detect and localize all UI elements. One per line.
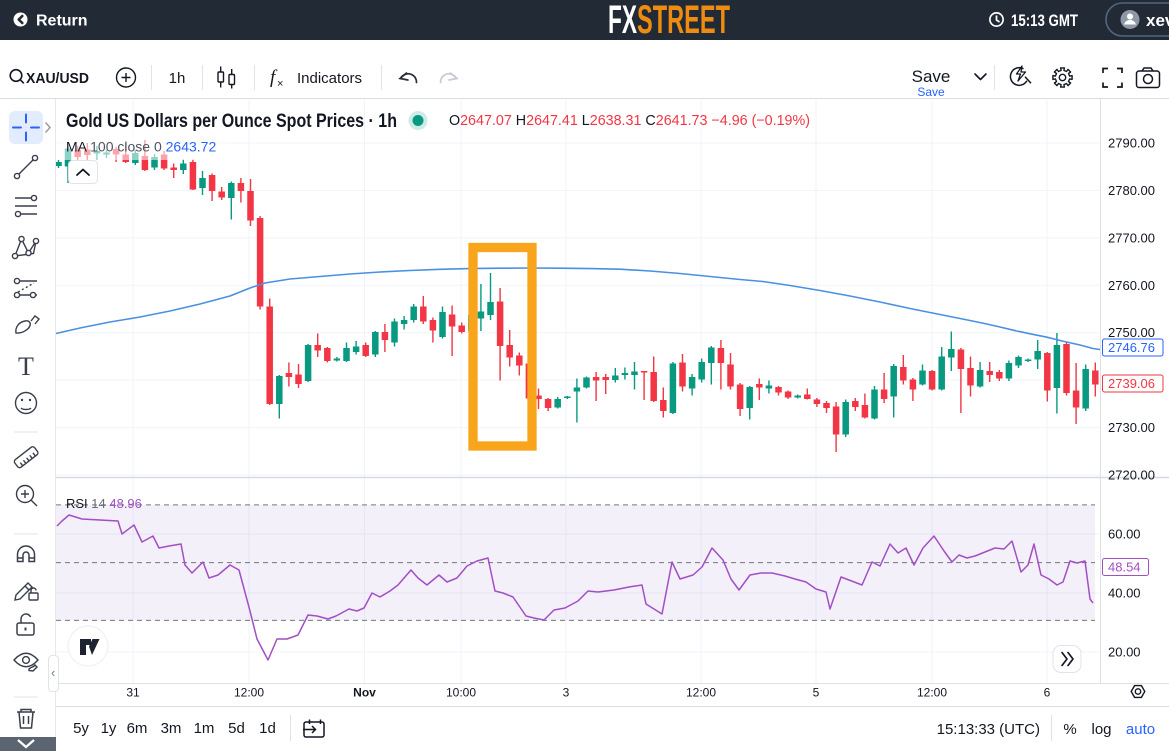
svg-text:48.54: 48.54: [1108, 560, 1141, 575]
svg-text:×: ×: [277, 78, 283, 90]
svg-text:5y: 5y: [73, 720, 89, 737]
svg-text:6m: 6m: [127, 720, 148, 737]
svg-text:1y: 1y: [101, 720, 117, 737]
svg-text:2760.00: 2760.00: [1108, 278, 1155, 293]
svg-text:2739.06: 2739.06: [1108, 376, 1155, 391]
svg-text:Indicators: Indicators: [297, 70, 362, 87]
svg-text:1h: 1h: [169, 70, 186, 87]
svg-text:3m: 3m: [161, 720, 182, 737]
svg-text:60.00: 60.00: [1108, 527, 1141, 542]
svg-text:RSI 14 48.96: RSI 14 48.96: [66, 496, 142, 511]
svg-text:XAU/USD: XAU/USD: [26, 70, 89, 87]
svg-text:2780.00: 2780.00: [1108, 183, 1155, 198]
svg-text:6: 6: [1044, 686, 1051, 700]
svg-text:Save: Save: [912, 67, 951, 86]
svg-text:12:00: 12:00: [686, 686, 716, 700]
svg-text:MA 100 close 0 2643.72: MA 100 close 0 2643.72: [66, 139, 216, 155]
svg-text:3: 3: [563, 686, 570, 700]
svg-text:2730.00: 2730.00: [1108, 420, 1155, 435]
svg-text:10:00: 10:00: [446, 686, 476, 700]
svg-text:Nov: Nov: [353, 686, 376, 700]
svg-text:2750.00: 2750.00: [1108, 325, 1155, 340]
svg-text:1m: 1m: [194, 720, 215, 737]
svg-text:Save: Save: [917, 85, 945, 99]
svg-text:15:13:33 (UTC): 15:13:33 (UTC): [937, 721, 1040, 738]
svg-text:12:00: 12:00: [917, 686, 947, 700]
svg-text:2790.00: 2790.00: [1108, 136, 1155, 151]
svg-text:xev: xev: [1146, 11, 1169, 30]
svg-text:2720.00: 2720.00: [1108, 468, 1155, 483]
svg-text:40.00: 40.00: [1108, 586, 1141, 601]
svg-text:2770.00: 2770.00: [1108, 230, 1155, 245]
svg-text:31: 31: [126, 686, 140, 700]
svg-text:FX: FX: [608, 0, 637, 40]
svg-text:1d: 1d: [259, 720, 276, 737]
svg-text:f: f: [270, 67, 278, 88]
svg-text:2746.76: 2746.76: [1108, 340, 1155, 355]
svg-text:12:00: 12:00: [234, 686, 264, 700]
svg-text:T: T: [18, 352, 34, 381]
svg-text:auto: auto: [1126, 721, 1155, 738]
svg-text:Return: Return: [36, 13, 88, 30]
svg-text:15:13 GMT: 15:13 GMT: [1011, 11, 1078, 30]
svg-text:5: 5: [813, 686, 820, 700]
svg-text:20.00: 20.00: [1108, 645, 1141, 660]
svg-text:STREET: STREET: [637, 0, 730, 40]
svg-text:Gold US Dollars per Ounce Spot: Gold US Dollars per Ounce Spot Prices · …: [66, 111, 397, 132]
svg-text:%: %: [1063, 721, 1076, 738]
svg-text:log: log: [1091, 721, 1111, 738]
svg-text:O2647.07 H2647.41 L2638.31 C26: O2647.07 H2647.41 L2638.31 C2641.73 −4.9…: [449, 113, 810, 129]
svg-text:5d: 5d: [228, 720, 245, 737]
